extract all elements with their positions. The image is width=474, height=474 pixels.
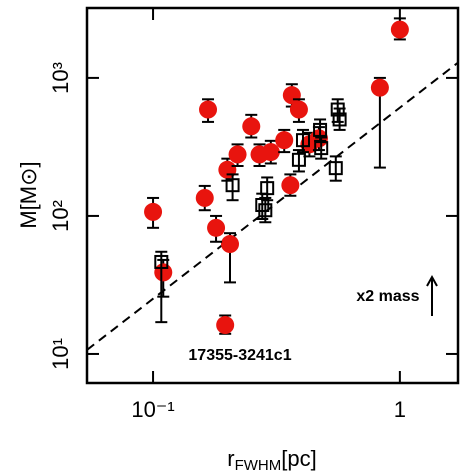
data-point	[199, 100, 218, 119]
data-point	[216, 316, 235, 335]
x-label-sub: FWHM	[235, 457, 282, 474]
mass-arrow	[426, 274, 438, 316]
data-point	[144, 202, 163, 221]
data-point	[228, 145, 247, 164]
data-point	[281, 176, 300, 195]
data-point	[258, 203, 273, 218]
data-point	[291, 152, 306, 167]
annotation: x2 mass	[356, 288, 419, 305]
data-point	[289, 100, 308, 119]
data-point	[154, 254, 169, 269]
data-point	[390, 20, 409, 39]
y-tick-label: 10¹	[48, 338, 73, 370]
data-point	[314, 141, 329, 156]
data-point	[328, 161, 343, 176]
data-point	[207, 218, 226, 237]
data-point	[220, 235, 239, 254]
x-tick-label: 10⁻¹	[131, 397, 174, 422]
x-axis-label: rFWHM[pc]	[227, 446, 316, 474]
y-axis-label: M[M⊙]	[16, 161, 41, 228]
data-point	[330, 102, 345, 117]
data-point	[295, 133, 310, 148]
data-point	[260, 181, 275, 196]
data-point	[195, 188, 214, 207]
x-tick-label: 1	[394, 397, 406, 422]
data-point	[154, 263, 173, 282]
data-point	[275, 131, 294, 150]
data-point	[225, 178, 240, 193]
data-point	[218, 160, 237, 179]
data-point	[332, 112, 347, 127]
data-point	[313, 122, 328, 137]
x-label-main: r	[227, 446, 234, 471]
reference-line	[86, 61, 459, 351]
annotation: 17355-3241c1	[188, 347, 291, 364]
data-point	[242, 117, 261, 136]
x-label-unit: [pc]	[281, 446, 316, 471]
plot-frame	[85, 6, 460, 385]
data-point	[370, 78, 389, 97]
data-point	[261, 143, 280, 162]
y-tick-label: 10²	[48, 200, 73, 232]
y-tick-label: 10³	[48, 62, 73, 94]
